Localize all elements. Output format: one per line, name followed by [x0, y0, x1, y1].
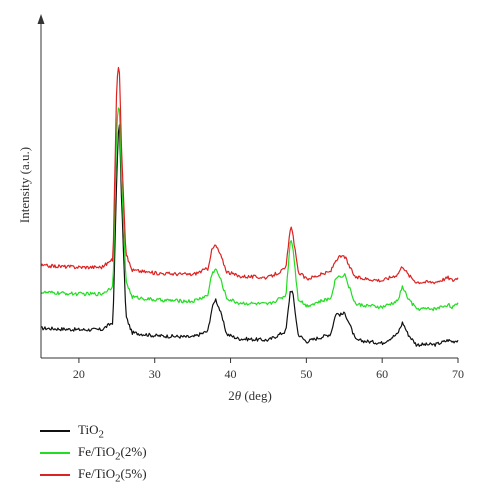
legend-label-main: TiO [78, 421, 99, 437]
series-line [40, 66, 459, 285]
legend-label-subscript: 2 [98, 428, 104, 441]
series-line [40, 124, 459, 347]
x-axis-title-prefix: 2 [228, 388, 235, 403]
legend-swatch [40, 452, 70, 454]
x-tick-label: 40 [225, 367, 237, 381]
legend-label-main: Fe/TiO [78, 443, 116, 459]
x-axis-title-theta: θ [235, 388, 242, 403]
x-axis-title: 2θ (deg) [228, 388, 272, 403]
x-axis-title-suffix: (deg) [241, 388, 272, 403]
x-tick-label: 20 [73, 367, 85, 381]
x-tick-label: 60 [376, 367, 388, 381]
xrd-chart: 20 30 40 50 60 70 Intensity (a.u.) 2θ (deg) [17, 14, 464, 403]
legend-label: TiO2 [78, 422, 104, 441]
legend-label-rest: (2%) [120, 443, 147, 459]
legend-label: Fe/TiO2(5%) [78, 466, 147, 485]
legend-swatch [40, 474, 70, 476]
y-axis-arrow-icon [37, 14, 45, 24]
x-tick-label: 30 [149, 367, 161, 381]
legend-item: Fe/TiO2(2%) [40, 442, 147, 464]
legend-label-subscript: 2 [115, 450, 121, 463]
legend-label-rest: (5%) [120, 465, 147, 481]
legend-item: TiO2 [40, 420, 147, 442]
legend-label-main: Fe/TiO [78, 465, 116, 481]
x-ticks: 20 30 40 50 60 70 [73, 358, 464, 381]
x-tick-label: 50 [300, 367, 312, 381]
series-line [40, 107, 459, 312]
series-layer [40, 66, 459, 347]
x-tick-label: 70 [452, 367, 464, 381]
legend: TiO2 Fe/TiO2(2%) Fe/TiO2(5%) [40, 420, 147, 486]
legend-label-subscript: 2 [115, 472, 121, 485]
legend-label: Fe/TiO2(2%) [78, 444, 147, 463]
legend-item: Fe/TiO2(5%) [40, 464, 147, 486]
legend-swatch [40, 430, 70, 432]
y-axis-title: Intensity (a.u.) [17, 147, 32, 223]
